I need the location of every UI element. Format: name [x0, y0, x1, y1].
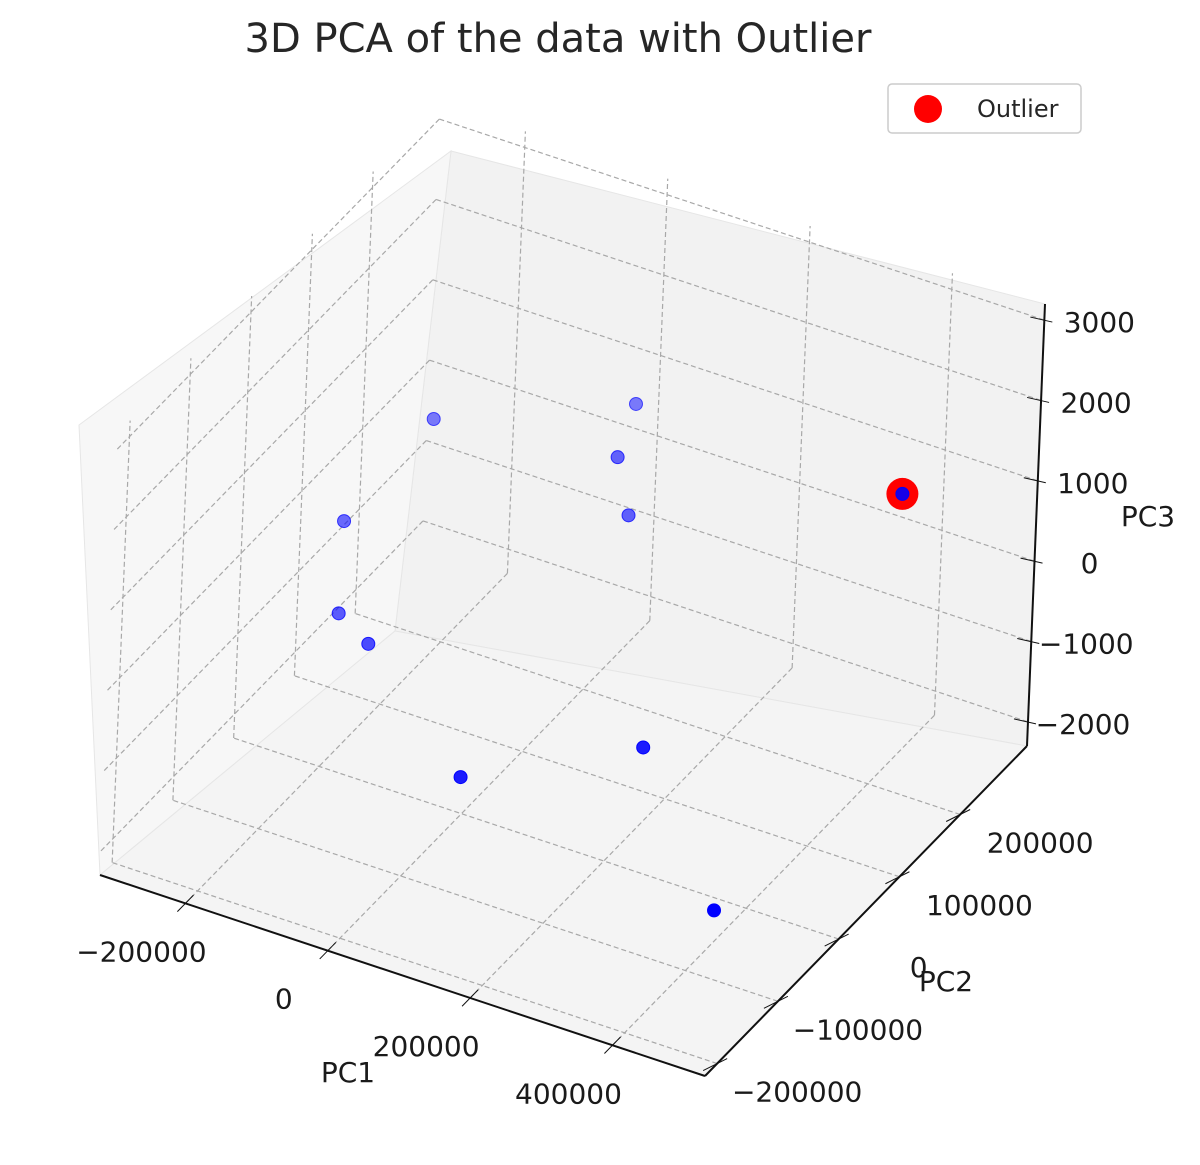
x-tick-mark: [604, 1036, 621, 1054]
z-tick-mark: [1026, 396, 1050, 403]
data-point: [331, 606, 346, 621]
data-point: [337, 514, 352, 529]
x-grid-line: [612, 714, 935, 1046]
x-tick-mark: [461, 989, 479, 1007]
z-grid-line: [422, 520, 1029, 723]
z-grid-line: [100, 520, 424, 852]
grid-lines: [100, 118, 1045, 1065]
y-tick-label: −100000: [793, 1013, 923, 1046]
data-point: [361, 636, 376, 651]
x-tick-label: −200000: [76, 935, 206, 968]
x-grid-line: [649, 178, 669, 621]
legend-outlier-label: Outlier: [977, 95, 1059, 123]
y-axis-line: [704, 745, 1028, 1077]
z-axis-line: [1026, 303, 1046, 747]
chart-title: 3D PCA of the data with Outlier: [245, 16, 872, 62]
z-tick-mark: [1013, 718, 1037, 725]
x-tick-mark: [177, 894, 194, 912]
data-point: [610, 450, 625, 465]
z-grid-line: [429, 359, 1035, 562]
z-grid-line: [432, 279, 1038, 482]
y-grid-line: [111, 861, 718, 1065]
x-axis-label: PC1: [321, 1056, 375, 1089]
x-grid-line: [791, 225, 811, 668]
x-tick-label: 0: [275, 983, 293, 1016]
y-axis-label: PC2: [919, 965, 973, 998]
x-grid-line: [469, 667, 793, 999]
data-point: [426, 412, 441, 427]
z-tick-mark: [1030, 316, 1053, 323]
y-grid-line: [354, 612, 961, 816]
y-grid-line: [172, 799, 779, 1002]
z-tick-mark: [1023, 477, 1046, 484]
z-tick-mark: [1017, 638, 1040, 645]
axes-panes: [78, 149, 1046, 1077]
z-grid-line: [439, 118, 1045, 321]
y-grid-line: [294, 675, 900, 878]
y-tick-label: 200000: [987, 826, 1094, 859]
z-tick-label: −1000: [1039, 628, 1134, 661]
z-axis-label: PC3: [1121, 500, 1175, 533]
y-grid-line: [172, 358, 192, 801]
x-axis-line: [99, 874, 706, 1077]
data-point: [636, 740, 651, 755]
z-grid-line: [103, 440, 427, 771]
y-grid-line: [233, 737, 839, 940]
x-grid-line: [506, 131, 527, 574]
legend-outlier-marker: [914, 95, 942, 123]
x-grid-line: [184, 572, 508, 904]
y-grid-line: [111, 420, 131, 863]
z-grid-line: [107, 359, 430, 691]
y-tick-mark: [702, 1058, 728, 1071]
data-point: [621, 508, 636, 523]
x-tick-label: 400000: [515, 1077, 622, 1110]
y-tick-label: −200000: [732, 1076, 862, 1109]
y-tick-mark: [763, 995, 789, 1009]
y-tick-label: 100000: [926, 889, 1033, 922]
z-grid-line: [435, 198, 1042, 402]
x-grid-line: [327, 620, 651, 952]
z-tick-label: 1000: [1057, 467, 1128, 500]
x-tick-label: 200000: [373, 1030, 480, 1063]
y-tick-mark: [945, 809, 971, 822]
legend: Outlier: [887, 83, 1082, 134]
data-points: [331, 396, 919, 918]
z-grid-line: [110, 279, 434, 611]
z-tick-label: 3000: [1064, 306, 1135, 339]
y-grid-line: [293, 233, 314, 676]
y-tick-label: 0: [910, 951, 928, 984]
axis-lines: [99, 303, 1046, 1077]
y-tick-mark: [885, 871, 910, 885]
z-tick-label: 0: [1081, 547, 1099, 580]
z-tick-mark: [1020, 557, 1043, 564]
data-point: [628, 396, 643, 411]
y-grid-line: [354, 171, 374, 614]
z-grid-line: [426, 439, 1032, 643]
z-grid-line: [116, 118, 440, 450]
data-point: [895, 486, 910, 501]
data-point: [453, 770, 468, 785]
legend-box: [887, 83, 1082, 134]
z-grid-line: [113, 199, 437, 530]
z-tick-label: 2000: [1060, 386, 1131, 419]
x-tick-mark: [319, 942, 337, 960]
data-point: [707, 903, 722, 918]
y-tick-mark: [824, 933, 849, 947]
x-grid-line: [933, 273, 954, 716]
y-grid-line: [233, 295, 253, 739]
z-tick-label: −2000: [1036, 708, 1131, 741]
